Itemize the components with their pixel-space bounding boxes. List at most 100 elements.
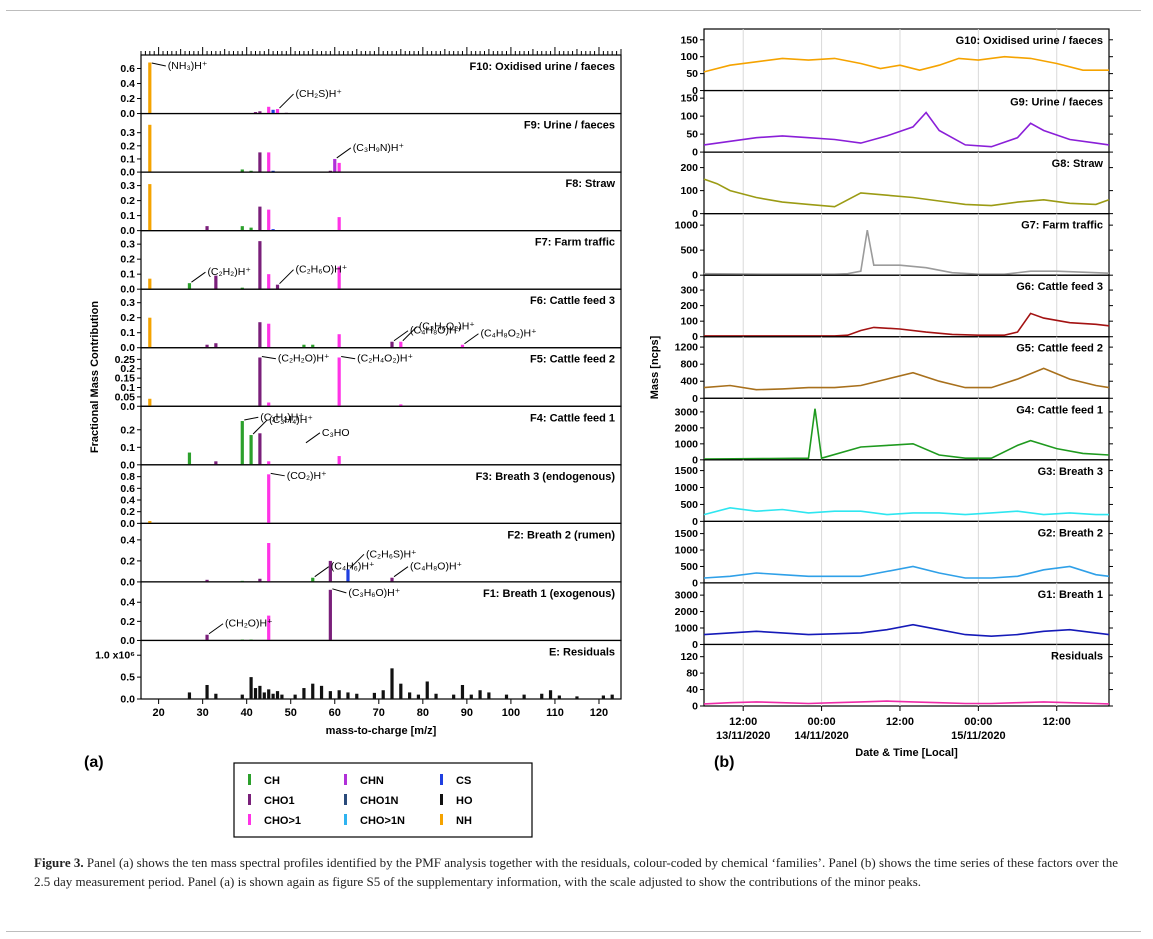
annotation-arrow (208, 623, 224, 635)
spectrum-bar (337, 162, 341, 173)
spectrum-bar (434, 693, 438, 699)
peak-annotation: (CH₂S)H⁺ (296, 88, 342, 100)
peak-annotation: (C₄H₈O₂)H⁺ (480, 328, 536, 340)
y-tick-label: 1000 (675, 482, 699, 494)
y-tick-label: 0.1 (120, 210, 135, 222)
y-tick-label: 0.0 (120, 576, 135, 588)
y-tick-label: 0.2 (120, 506, 135, 518)
figure-caption: Figure 3. Panel (a) shows the ten mass s… (34, 853, 1124, 891)
x-tick-label: 110 (546, 707, 564, 719)
spectrum-bar (271, 693, 275, 699)
spectrum-bar (258, 152, 262, 173)
spectrum-bar (311, 683, 315, 699)
spectrum-bar (214, 693, 218, 699)
spectrum-bar (267, 615, 271, 641)
y-tick-label: 0 (692, 701, 698, 713)
series-line (703, 506, 1109, 516)
series-line (703, 367, 1110, 391)
spectrum-bar (557, 695, 561, 699)
annotation-arrow (332, 588, 347, 594)
y-tick-label: 0.8 (120, 471, 135, 483)
spectrum-bar (390, 577, 394, 582)
x-tick-label: 20 (152, 707, 164, 719)
annotation-arrow (252, 419, 268, 435)
y-tick-label: 0.3 (120, 180, 135, 192)
annotation-arrow (279, 93, 294, 109)
factor-label: E: Residuals (549, 646, 615, 658)
spectrum-bar (319, 685, 324, 699)
legend-label: CHO1 (264, 795, 295, 807)
spectrum-bar (302, 344, 306, 348)
legend-label: CHO1N (360, 795, 399, 807)
y-tick-label: 0.4 (120, 534, 135, 546)
y-tick-label: 0.6 (120, 63, 135, 75)
spectrum-bar (253, 112, 258, 114)
y-tick-label: 1500 (675, 528, 699, 540)
peak-annotation: (C₃H₄)H⁺ (269, 414, 313, 426)
annotation-arrow (314, 566, 330, 578)
spectrum-bar (337, 266, 341, 290)
figure-frame: 0.0 0.2 0.4 0.6 F10: Oxidised urine / faeces… (6, 10, 1141, 932)
panel-b-label: (b) (714, 754, 734, 771)
y-tick-label: 120 (680, 651, 698, 663)
y-tick-label: 0 (692, 331, 698, 343)
series-line (703, 55, 1109, 73)
x-tick-label: 50 (285, 707, 297, 719)
y-tick-label: 0 (692, 639, 698, 651)
y-tick-label: 80 (686, 668, 698, 680)
y-tick-label: 0 (692, 516, 698, 528)
caption-text: Panel (a) shows the ten mass spectral pr… (34, 855, 1118, 889)
peak-annotation: (C₂H₂)H⁺ (207, 266, 250, 278)
peak-annotation: (C₄H₈O)H⁺ (410, 325, 462, 337)
factor-label: F6: Cattle feed 3 (530, 295, 615, 307)
y-tick-label: 0.4 (120, 597, 135, 609)
y-tick-label: 0.1 (120, 442, 135, 454)
x-tick-label: 12:00 (1043, 716, 1071, 728)
y-tick-label: 0.0 (120, 342, 135, 354)
spectrum-bar (311, 577, 315, 582)
spectrum-bar (267, 152, 271, 173)
y-tick-label: 0.0 (120, 459, 135, 471)
spectrum-bar (275, 284, 280, 290)
spectrum-bar (399, 341, 403, 348)
spectrum-bar (214, 343, 218, 348)
spectrum-bar (337, 690, 341, 699)
y-tick-label: 100 (680, 185, 698, 197)
spectrum-bar (372, 692, 376, 699)
spectrum-bar (610, 694, 614, 699)
spectrum-bar (271, 229, 275, 231)
x-tick-label: 70 (373, 707, 385, 719)
legend-swatch (248, 814, 251, 825)
y-tick-label: 0.2 (120, 254, 135, 266)
spectrum-bar (311, 344, 315, 348)
x-tick-label: 00:00 (964, 716, 992, 728)
y-tick-label: 0.05 (115, 391, 136, 403)
series-label: G9: Urine / faeces (1010, 97, 1103, 109)
spectrum-bar (280, 694, 284, 699)
y-tick-label: 1000 (675, 438, 699, 450)
spectrum-bar (187, 283, 192, 290)
spectrum-bar (205, 226, 209, 231)
factor-label: F2: Breath 2 (rumen) (507, 529, 615, 541)
annotation-arrow (305, 432, 321, 444)
factor-label: F10: Oxidised urine / faeces (469, 61, 615, 73)
series-panel-frame (703, 151, 1110, 215)
factor-label: F7: Farm traffic (535, 237, 615, 249)
y-tick-label: 0.0 (120, 225, 135, 237)
spectrum-bar (240, 694, 244, 699)
spectrum-bar (205, 344, 209, 348)
spectrum-bar (258, 357, 262, 407)
y-tick-label: 500 (680, 245, 698, 257)
spectrum-bar (267, 543, 271, 582)
y-tick-label: 1200 (675, 342, 699, 354)
spectrum-bar (408, 692, 412, 699)
peak-annotation: (C₂H₆O)H⁺ (296, 264, 348, 276)
annotation-arrow (279, 269, 294, 285)
series-line (703, 229, 1110, 276)
y-tick-label: 500 (680, 499, 698, 511)
spectrum-bar (148, 278, 152, 290)
spectrum-bar (328, 560, 332, 582)
annotation-arrow (270, 472, 285, 477)
spectrum-bar (478, 690, 482, 699)
series-line (703, 700, 1110, 705)
